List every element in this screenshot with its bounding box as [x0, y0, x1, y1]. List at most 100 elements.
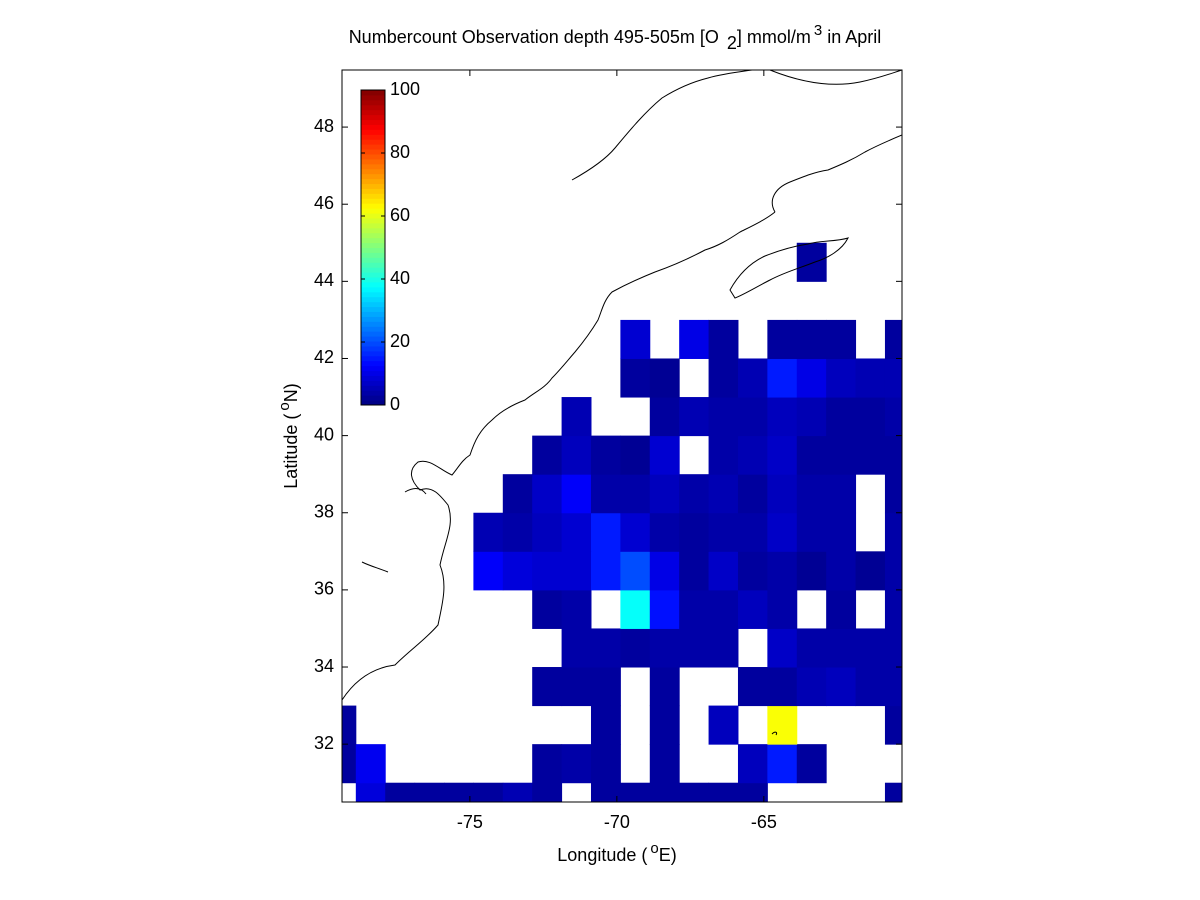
y-axis-label: Latitude (oN)	[276, 383, 301, 488]
colorbar-swatch	[361, 370, 385, 376]
colorbar-swatch	[361, 188, 385, 194]
heatmap-cell	[590, 474, 621, 514]
colorbar: 0 20 40 60 80 100	[360, 79, 420, 414]
colorbar-swatch	[361, 183, 385, 189]
colorbar-swatch	[361, 355, 385, 362]
heatmap-cell	[473, 512, 504, 552]
heatmap-cell	[620, 474, 651, 514]
heatmap-cell	[649, 358, 680, 398]
colorbar-swatch	[361, 242, 385, 248]
heatmap-cell	[737, 474, 768, 514]
heatmap-cell	[590, 744, 621, 784]
colorbar-frame	[360, 89, 386, 406]
colorbar-swatch	[361, 291, 385, 298]
colorbar-swatch	[361, 247, 385, 253]
colorbar-swatch	[361, 124, 385, 130]
colorbar-swatch	[361, 129, 385, 135]
heatmap-cell	[561, 435, 592, 475]
colorbar-swatch	[361, 158, 385, 165]
heatmap-cell	[679, 551, 710, 591]
colorbar-swatch	[361, 385, 385, 391]
heatmap-cell	[649, 435, 680, 475]
colorbar-swatch	[361, 208, 385, 214]
coastline-path	[571, 70, 753, 181]
heatmap-cell	[590, 667, 621, 707]
heatmap-cell	[737, 744, 768, 784]
heatmap-cell	[620, 628, 651, 668]
colorbar-swatch	[361, 345, 385, 352]
heatmap-cell	[884, 628, 902, 668]
heatmap-cell	[796, 358, 827, 398]
heatmap-cell	[884, 474, 902, 514]
y-label-part: Latitude (	[281, 414, 301, 489]
heatmap-cell	[532, 435, 563, 475]
y-tick-label: 38	[314, 501, 334, 521]
colorbar-swatch	[361, 163, 385, 170]
colorbar-swatch	[361, 316, 385, 322]
heatmap-cell	[767, 512, 798, 552]
colorbar-swatch	[361, 134, 385, 140]
x-tick-label: -65	[751, 812, 777, 832]
heatmap-cell	[708, 397, 739, 437]
heatmap-cell	[855, 435, 886, 475]
heatmap-cell	[708, 435, 739, 475]
heatmap-cell	[561, 397, 592, 437]
heatmap-cell	[767, 319, 798, 359]
heatmap-cell	[649, 551, 680, 591]
heatmap-cell	[708, 551, 739, 591]
heatmap-cell	[620, 551, 651, 591]
colorbar-swatch	[361, 311, 385, 317]
x-label-part: o	[650, 840, 658, 857]
heatmap-cell	[532, 744, 563, 784]
heatmap-cell	[561, 551, 592, 591]
title-part: 2	[727, 33, 737, 53]
colorbar-tick-label: 20	[390, 331, 410, 351]
colorbar-swatch	[361, 178, 385, 185]
heatmap-cell	[884, 435, 902, 475]
colorbar-swatch	[361, 104, 385, 111]
colorbar-swatch	[361, 360, 385, 367]
heatmap-cell	[473, 551, 504, 591]
title-part: in April	[822, 27, 881, 47]
heatmap-cell	[649, 782, 680, 802]
heatmap-cell	[708, 358, 739, 398]
colorbar-swatch	[361, 350, 385, 357]
x-tick-label: -75	[457, 812, 483, 832]
heatmap-cell	[767, 397, 798, 437]
coastline-path	[404, 488, 427, 495]
heatmap-cell	[884, 358, 902, 398]
heatmap-cell	[767, 744, 798, 784]
y-tick-label: 44	[314, 270, 334, 290]
heatmap-cell	[532, 667, 563, 707]
heatmap-cell	[708, 628, 739, 668]
x-label-part: Longitude (	[557, 845, 647, 865]
heatmap-cell	[884, 397, 902, 437]
y-tick-label: 48	[314, 116, 334, 136]
heatmap-cell	[826, 435, 857, 475]
colorbar-swatch	[361, 217, 385, 224]
heatmap-cell	[590, 782, 621, 802]
colorbar-swatch	[361, 326, 385, 332]
colorbar-swatch	[361, 144, 385, 150]
heatmap-cell	[826, 667, 857, 707]
heatmap-cell	[826, 474, 857, 514]
heatmap-cell	[414, 782, 445, 802]
heatmap-cell	[355, 744, 386, 784]
heatmap-cell	[620, 435, 651, 475]
colorbar-swatch	[361, 90, 385, 96]
heatmap-cell	[826, 628, 857, 668]
heatmap-cell	[855, 397, 886, 437]
heatmap-cell	[826, 397, 857, 437]
heatmap-cell	[649, 628, 680, 668]
colorbar-swatch	[361, 193, 385, 199]
x-label-part: E)	[659, 845, 677, 865]
heatmap-cell	[708, 319, 739, 359]
colorbar-swatch	[361, 153, 385, 160]
heatmap-cell	[385, 782, 416, 802]
colorbar-swatch	[361, 257, 385, 263]
y-tick-label: 40	[314, 424, 334, 444]
heatmap	[342, 242, 902, 802]
heatmap-cell	[767, 474, 798, 514]
colorbar-swatch	[361, 213, 385, 219]
colorbar-tick-label: 80	[390, 142, 410, 162]
